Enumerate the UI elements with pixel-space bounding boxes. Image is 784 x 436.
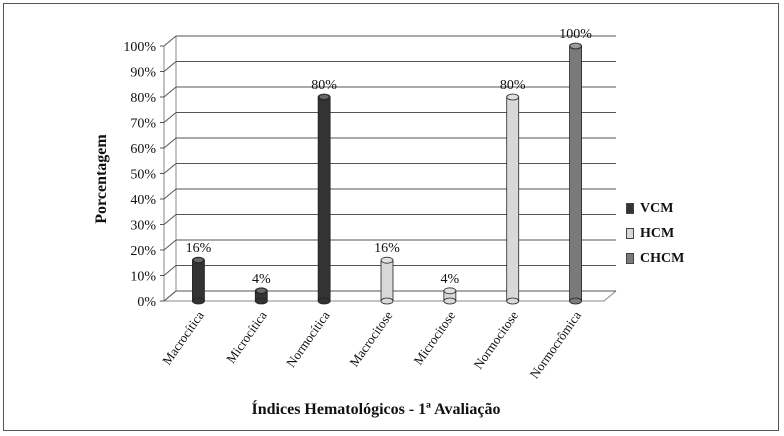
bars: 16% 4% 80% 16% 4% 80% 100% [186, 27, 592, 305]
chart-svg: 0% 10% 20% 30% 40% 50% 60% 70% 80% 90% 100% 16% 4% 8… [93, 27, 617, 418]
grid-lines [160, 35, 617, 302]
y-tick-label: 80% [130, 91, 156, 106]
legend-item-vcm: VCM [626, 196, 684, 221]
x-axis-label: Índices Hematológicos - 1ª Avaliação [252, 399, 501, 418]
y-tick-label: 20% [130, 244, 156, 259]
y-tick-label: 40% [130, 193, 156, 208]
y-tick-label: 30% [130, 219, 156, 234]
bar-vcm-3 [317, 93, 331, 305]
legend-label-chcm: CHCM [640, 250, 685, 266]
bar-chcm-7 [569, 42, 582, 305]
y-tick-label: 50% [130, 168, 156, 183]
x-tick-label: Microcitose [410, 308, 458, 368]
data-label: 16% [186, 241, 212, 256]
gridline-diag [163, 265, 177, 276]
y-tick-labels: 0% 10% 20% 30% 40% 50% 60% 70% 80% 90% 100% [123, 40, 156, 310]
x-tick-label: Microcítica [223, 308, 270, 366]
x-tick-label: Normocitose [470, 308, 521, 372]
legend-label-hcm: HCM [640, 225, 675, 241]
data-label: 80% [500, 78, 526, 93]
data-label: 16% [374, 241, 400, 256]
bar-hcm-4 [380, 256, 394, 305]
gridline-diag [163, 188, 177, 200]
data-label: 100% [559, 27, 592, 42]
y-tick-label: 100% [123, 40, 156, 55]
gridline-diag [163, 35, 177, 47]
y-tick-label: 60% [130, 142, 156, 157]
legend-swatch-vcm [626, 203, 634, 214]
data-label: 4% [441, 272, 460, 287]
floor-edge-right [603, 290, 617, 302]
legend-item-chcm: CHCM [626, 246, 684, 271]
x-tick-label: Normocítica [283, 308, 333, 370]
x-tick-label: Macrocítica [159, 308, 207, 368]
y-tick-label: 70% [130, 117, 156, 132]
legend: VCM HCM CHCM [626, 196, 684, 271]
legend-label-vcm: VCM [640, 200, 674, 216]
y-axis-label: Porcentagem [93, 134, 110, 224]
x-tick-label: Normocrômica [527, 308, 585, 381]
gridline-diag [163, 163, 177, 174]
y-tick-label: 0% [137, 295, 156, 310]
gridline-diag [163, 290, 177, 302]
x-tick-label: Macrocitose [346, 308, 395, 369]
data-label: 80% [311, 78, 337, 93]
gridline-diag [163, 239, 177, 251]
data-label: 4% [252, 272, 271, 287]
bar-vcm-1 [192, 256, 205, 305]
legend-swatch-chcm [626, 253, 634, 264]
gridline-diag [163, 61, 177, 72]
x-tick-labels: Macrocítica Microcítica Normocítica Macroci… [159, 308, 584, 381]
bar-vcm-2 [254, 287, 268, 305]
chart-frame: 0% 10% 20% 30% 40% 50% 60% 70% 80% 90% 100% 16% 4% 8… [3, 3, 779, 431]
y-tick-label: 10% [130, 270, 156, 285]
bar-hcm-5 [443, 287, 457, 305]
bar-hcm-6 [506, 93, 520, 305]
gridline-diag [163, 214, 177, 225]
gridline-diag [163, 137, 177, 149]
legend-swatch-hcm [626, 228, 634, 239]
y-tick-label: 90% [130, 66, 156, 81]
gridline-diag [163, 86, 177, 98]
legend-item-hcm: HCM [626, 221, 684, 246]
gridline-diag [163, 112, 177, 123]
